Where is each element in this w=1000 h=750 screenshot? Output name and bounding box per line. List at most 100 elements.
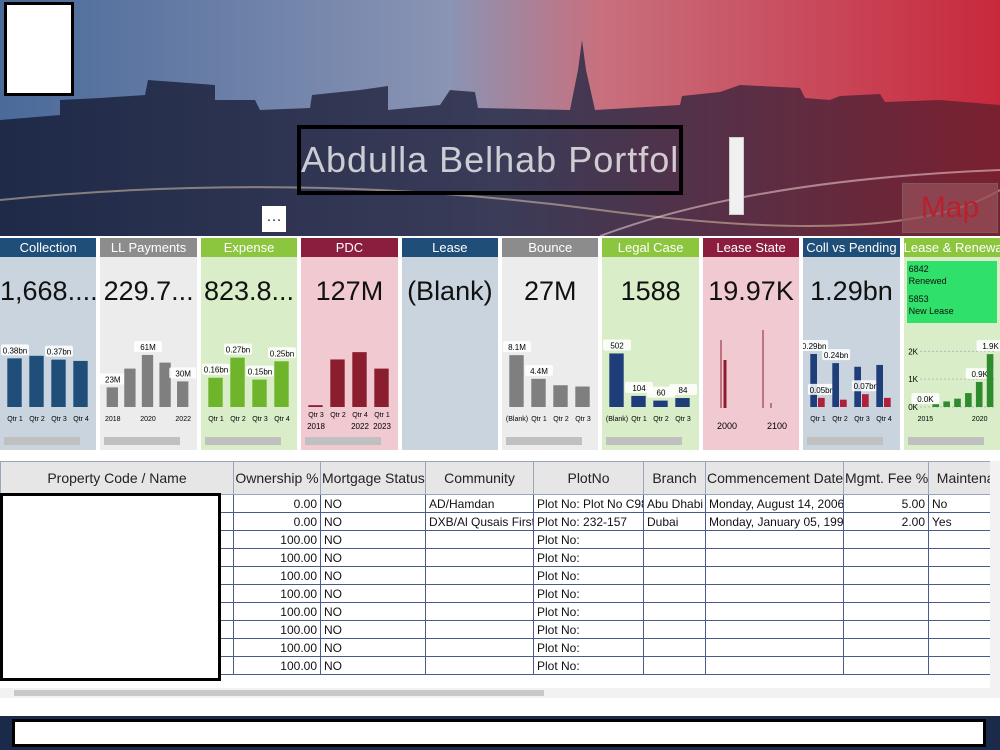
table-cell: 100.00 bbox=[233, 638, 321, 657]
label-bg bbox=[808, 383, 837, 395]
card-value: 1,668.... bbox=[0, 276, 97, 306]
table-cell: 100.00 bbox=[233, 656, 321, 675]
column-header: PlotNo bbox=[533, 461, 644, 495]
table-cell bbox=[643, 530, 706, 549]
table-cell: 100.00 bbox=[233, 566, 321, 585]
data-label: 23M bbox=[105, 375, 121, 384]
card-value: 127M bbox=[315, 276, 384, 306]
bar bbox=[274, 361, 289, 407]
table-cell: Plot No: bbox=[533, 584, 644, 603]
x-tick-label: Qtr 3 bbox=[854, 416, 870, 423]
x-tick-label: (Blank) bbox=[506, 416, 528, 423]
table-cell: NO bbox=[320, 494, 426, 513]
table-cell bbox=[705, 548, 844, 567]
scroll-thumb[interactable] bbox=[14, 690, 544, 696]
card-title: PDC bbox=[301, 238, 398, 257]
column-header: Mgmt. Fee % bbox=[843, 461, 929, 495]
bar bbox=[374, 368, 389, 407]
mini-chart: Qtr 3 Qtr 2 Qtr 4 Qtr 1 2018 2022 2023 bbox=[305, 352, 392, 445]
table-cell bbox=[843, 638, 929, 657]
legend: 6842 Renewed 5853 New Lease bbox=[906, 261, 998, 323]
scrollbar[interactable] bbox=[990, 461, 1000, 698]
table-cell bbox=[705, 566, 844, 585]
table-cell: Plot No: 232-157 bbox=[533, 512, 644, 531]
table-cell bbox=[705, 620, 844, 639]
column-header: Mortgage Status bbox=[320, 461, 426, 495]
bar bbox=[252, 379, 267, 407]
x-tick-label: Qtr 4 bbox=[274, 416, 290, 423]
card-title: Collection bbox=[0, 238, 97, 257]
x-tick-label: Qtr 2 bbox=[230, 416, 246, 423]
table-cell: 0.00 bbox=[233, 512, 321, 531]
x-tick-label: Qtr 1 bbox=[632, 416, 648, 423]
label-bg bbox=[625, 381, 654, 393]
table-cell bbox=[705, 656, 844, 675]
x-tick-label: Qtr 2 bbox=[832, 416, 848, 423]
table-cell: Plot No: bbox=[533, 530, 644, 549]
legend-label: New Lease bbox=[908, 306, 954, 316]
more-options[interactable]: … bbox=[262, 206, 286, 232]
label-bg bbox=[201, 363, 230, 375]
bar bbox=[840, 399, 847, 407]
table-cell bbox=[643, 638, 706, 657]
footer bbox=[0, 716, 1000, 750]
scrollbar[interactable] bbox=[0, 688, 990, 698]
mini-chart: (Blank) 502 Qtr 1 104 Qtr 2 60 Qtr 3 84 bbox=[603, 339, 698, 445]
table-cell bbox=[425, 656, 534, 675]
bar bbox=[609, 353, 625, 407]
table-cell bbox=[643, 548, 706, 567]
card-title: Lease & Renewal bbox=[903, 238, 1000, 257]
table-cell bbox=[425, 584, 534, 603]
bar bbox=[230, 357, 245, 407]
y-tick-label: 0K bbox=[908, 403, 918, 412]
table-cell bbox=[643, 620, 706, 639]
logo bbox=[4, 2, 74, 96]
data-label: 0.9K bbox=[971, 370, 988, 379]
table-cell bbox=[643, 602, 706, 621]
bar bbox=[876, 364, 884, 407]
column-header: Community bbox=[425, 461, 534, 495]
mini-chart: 2018 23M 2020 61M 2022 30M bbox=[100, 340, 197, 445]
table-cell bbox=[928, 620, 990, 639]
label-bg bbox=[525, 364, 554, 376]
legend-value: 6842 bbox=[908, 264, 929, 274]
table-cell bbox=[928, 638, 990, 657]
data-label: 0.0K bbox=[917, 395, 934, 404]
card-value: 823.8... bbox=[203, 276, 295, 306]
card-value: (Blank) bbox=[407, 276, 493, 306]
table-cell: Plot No: bbox=[533, 566, 644, 585]
table-cell bbox=[928, 548, 990, 567]
card-value: 27M bbox=[523, 276, 577, 306]
table-cell: NO bbox=[320, 566, 426, 585]
card-title: Coll vs Pending bbox=[803, 238, 900, 257]
bar bbox=[352, 352, 367, 407]
label-bg bbox=[669, 384, 698, 396]
map-button[interactable]: Map bbox=[902, 183, 998, 233]
card-title: Lease bbox=[401, 238, 499, 257]
scroll-bar bbox=[807, 437, 884, 445]
data-label: 0.16bn bbox=[204, 366, 228, 375]
x-tick-label: 2020 bbox=[141, 416, 157, 423]
table-cell: Plot No: Plot No C98 bbox=[533, 494, 644, 513]
bar bbox=[575, 386, 590, 407]
scrollbar[interactable] bbox=[729, 137, 744, 215]
data-label: 4.4M bbox=[530, 367, 548, 376]
table-cell bbox=[928, 584, 990, 603]
x-tick-label: Qtr 4 bbox=[73, 416, 89, 423]
table-cell: Abu Dhabi bbox=[643, 494, 706, 513]
data-label: 0.24bn bbox=[824, 351, 848, 360]
kpi-card: Collection 1,668.... Qtr 1 0.38bn Qtr 2 Qtr 3… bbox=[0, 238, 97, 450]
kpi-card: Lease (Blank) bbox=[401, 238, 499, 450]
table-cell bbox=[843, 530, 929, 549]
data-label: 8.1M bbox=[508, 343, 526, 352]
label-bg bbox=[134, 340, 163, 352]
data-label: 1.9K bbox=[982, 342, 999, 351]
bar bbox=[29, 355, 44, 407]
table: Property Code / Name Ownership % Mortgage … bbox=[0, 461, 990, 675]
table-cell: AD/Hamdan bbox=[425, 494, 534, 513]
bar bbox=[531, 378, 546, 407]
label-bg bbox=[223, 343, 252, 355]
x-tick-label: Qtr 4 bbox=[876, 416, 892, 423]
group-label: 2023 bbox=[373, 422, 391, 431]
bar bbox=[159, 362, 172, 407]
